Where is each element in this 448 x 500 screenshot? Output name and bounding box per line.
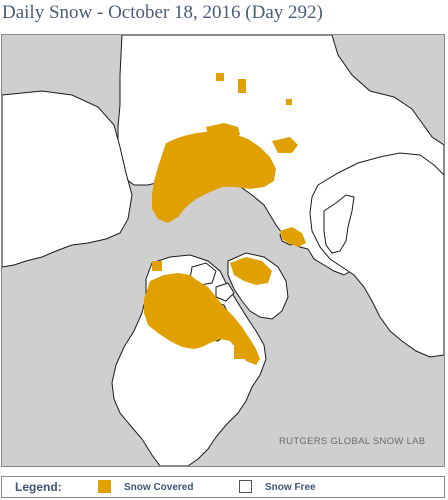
snow-arctic-patch-2 bbox=[238, 79, 246, 93]
map-canvas bbox=[2, 35, 444, 466]
snow-cover-map bbox=[1, 34, 445, 467]
snow-free-label: Snow Free bbox=[265, 482, 316, 493]
snow-siberia bbox=[152, 131, 276, 223]
asia-east-landmass bbox=[2, 90, 133, 268]
legend: Legend: Snow Covered Snow Free bbox=[1, 476, 445, 498]
snow-covered-swatch bbox=[98, 480, 111, 493]
snow-scandinavia bbox=[280, 227, 306, 247]
page-title: Daily Snow - October 18, 2016 (Day 292) bbox=[2, 2, 323, 23]
snow-arctic-patch-1 bbox=[216, 73, 224, 81]
snow-free-swatch bbox=[239, 480, 252, 493]
snow-greenland-east bbox=[230, 257, 272, 285]
scandinavia bbox=[323, 194, 355, 254]
snow-arctic-patch-3 bbox=[286, 99, 292, 105]
legend-title: Legend: bbox=[15, 480, 62, 494]
snow-covered-label: Snow Covered bbox=[124, 482, 194, 493]
snow-alaska-patch bbox=[152, 261, 162, 271]
snow-siberia-patch bbox=[272, 137, 298, 153]
snow-canada-patch bbox=[234, 347, 254, 359]
map-watermark: RUTGERS GLOBAL SNOW LAB bbox=[279, 436, 426, 447]
snow-siberia-north bbox=[206, 123, 240, 137]
snow-canada bbox=[144, 273, 260, 365]
